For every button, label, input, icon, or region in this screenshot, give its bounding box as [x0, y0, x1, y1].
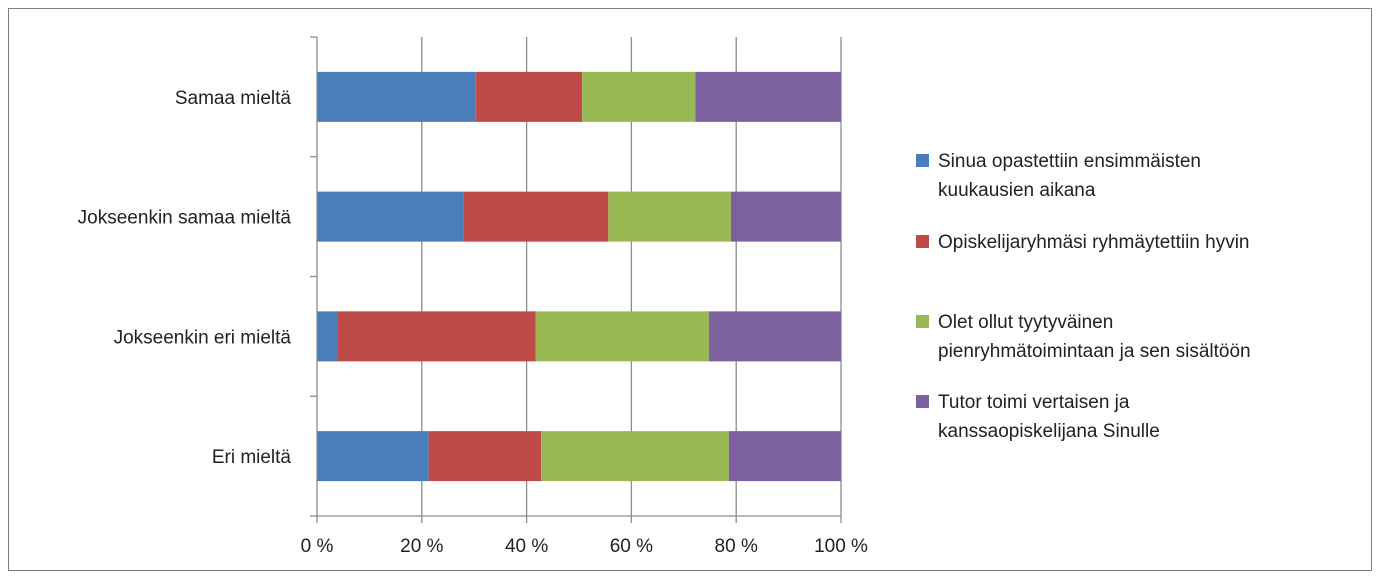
- legend-label: Olet ollut tyytyväinen: [938, 312, 1113, 333]
- bar-segment: [728, 431, 841, 482]
- category-label: Eri mieltä: [212, 447, 292, 468]
- x-tick-label: 40 %: [505, 536, 548, 557]
- bar-segment: [608, 191, 731, 242]
- legend-label: Opiskelijaryhmäsi ryhmäytettiin hyvin: [938, 232, 1250, 253]
- x-tick-label: 80 %: [715, 536, 758, 557]
- bar-segment: [463, 191, 609, 242]
- axes: [310, 36, 842, 523]
- bar-segment: [337, 311, 536, 362]
- bar-segment: [582, 71, 696, 122]
- bar-segment: [317, 71, 476, 122]
- x-tick-label: 20 %: [400, 536, 443, 557]
- x-tick-labels: 0 % 20 % 40 % 60 % 80 % 100 %: [301, 536, 868, 557]
- category-labels: Samaa mieltä Jokseenkin samaa mieltä Jokse…: [78, 88, 292, 468]
- category-label: Jokseenkin eri mieltä: [114, 327, 292, 348]
- legend-label: Sinua opastettiin ensimmäisten: [938, 151, 1201, 172]
- bar-segment: [695, 71, 841, 122]
- bar-segment: [428, 431, 542, 482]
- bar-segment: [708, 311, 841, 362]
- bar-segment: [730, 191, 841, 242]
- legend-label: kanssaopiskelijana Sinulle: [938, 421, 1160, 442]
- bar-segment: [317, 191, 464, 242]
- legend-label: pienryhmätoimintaan ja sen sisältöön: [938, 341, 1251, 362]
- category-label: Samaa mieltä: [175, 88, 292, 109]
- legend-swatch: [916, 235, 929, 248]
- legend: Sinua opastettiin ensimmäisten kuukausien…: [916, 151, 1251, 442]
- bar-segment: [317, 311, 338, 362]
- legend-swatch: [916, 315, 929, 328]
- category-label: Jokseenkin samaa mieltä: [78, 208, 292, 229]
- legend-label: kuukausien aikana: [938, 180, 1096, 201]
- x-tick-label: 100 %: [814, 536, 868, 557]
- legend-label: Tutor toimi vertaisen ja: [938, 392, 1130, 413]
- legend-swatch: [916, 154, 929, 167]
- x-tick-label: 0 %: [301, 536, 334, 557]
- bars: [317, 71, 841, 482]
- bar-segment: [475, 71, 583, 122]
- legend-swatch: [916, 395, 929, 408]
- bar-segment: [317, 431, 429, 482]
- x-tick-label: 60 %: [610, 536, 653, 557]
- bar-segment: [535, 311, 709, 362]
- bar-segment: [541, 431, 729, 482]
